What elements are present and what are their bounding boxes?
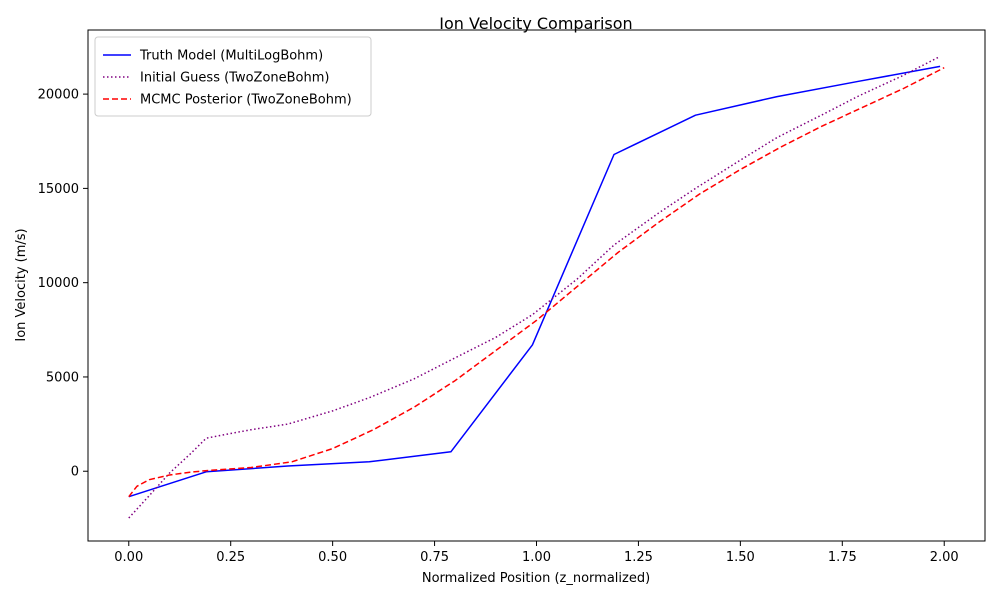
x-tick-label: 0.00 xyxy=(114,550,143,565)
chart-title: Ion Velocity Comparison xyxy=(439,14,632,33)
y-tick-label: 15000 xyxy=(38,182,79,197)
x-axis: 0.00 0.25 0.50 0.75 1.00 1.25 1.50 1.75 2.00 xyxy=(114,541,959,565)
x-tick-label: 2.00 xyxy=(930,550,959,565)
x-tick-label: 1.50 xyxy=(726,550,755,565)
legend-label-3: MCMC Posterior (TwoZoneBohm) xyxy=(140,93,352,108)
y-axis: 0 5000 10000 15000 20000 xyxy=(38,88,88,480)
x-tick-label: 1.75 xyxy=(828,550,857,565)
legend-label-1: Truth Model (MultiLogBohm) xyxy=(139,49,323,64)
y-tick-label: 20000 xyxy=(38,88,79,103)
legend-label-2: Initial Guess (TwoZoneBohm) xyxy=(140,71,329,86)
x-tick-label: 0.50 xyxy=(318,550,347,565)
x-tick-label: 0.75 xyxy=(420,550,449,565)
y-tick-label: 0 xyxy=(71,465,79,480)
x-axis-label: Normalized Position (z_normalized) xyxy=(422,571,650,586)
x-tick-label: 0.25 xyxy=(216,550,245,565)
y-tick-label: 5000 xyxy=(46,370,79,385)
x-tick-label: 1.25 xyxy=(624,550,653,565)
series-layer xyxy=(128,55,945,519)
legend: Truth Model (MultiLogBohm) Initial Guess … xyxy=(94,36,372,117)
x-tick-label: 1.00 xyxy=(522,550,551,565)
series-line-1 xyxy=(128,65,941,498)
y-tick-label: 10000 xyxy=(38,276,79,291)
series-line-3 xyxy=(128,67,945,498)
y-axis-label: Ion Velocity (m/s) xyxy=(14,228,29,341)
legend-box xyxy=(94,36,372,117)
